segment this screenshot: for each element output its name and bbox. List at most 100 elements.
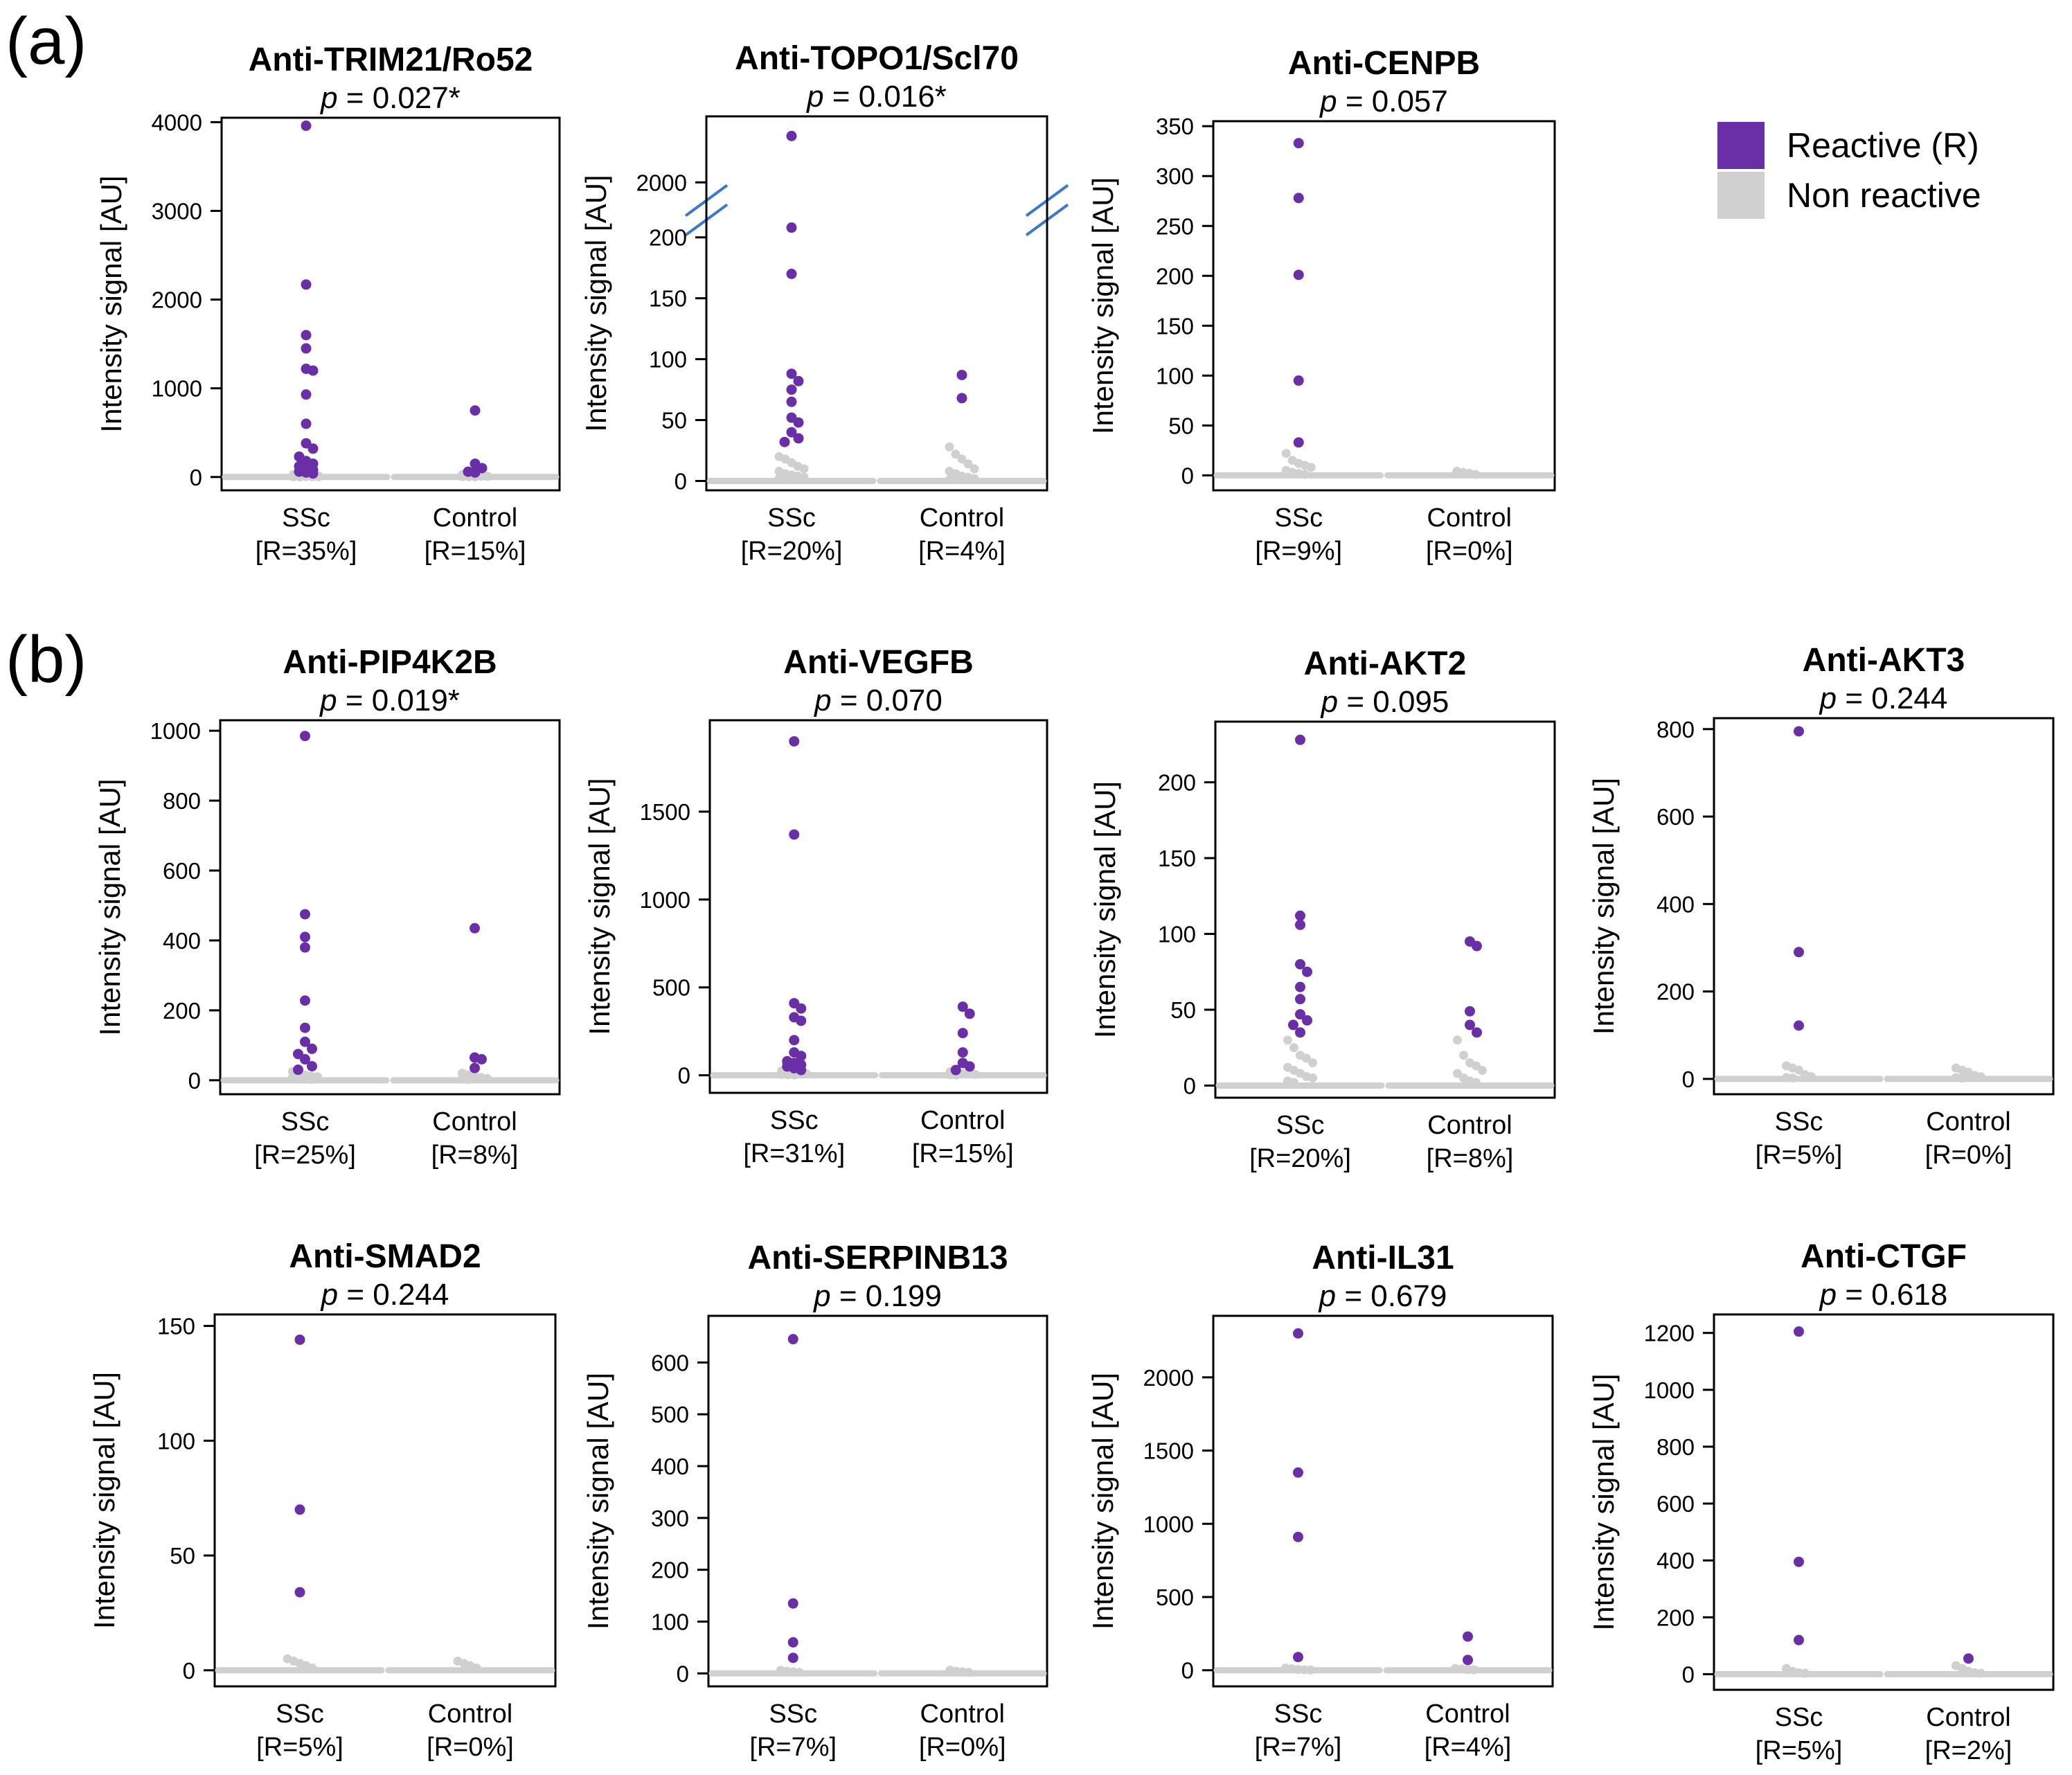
chart-1-group-1-reactive-point-7	[301, 389, 312, 400]
chart-2-group-2-reactive-point-2	[956, 393, 967, 404]
chart-1-group-1-reactive-point-1	[301, 121, 312, 132]
chart-2-group-1-reactive-point-6	[786, 384, 797, 395]
chart-1-group-2-reactive-pct-label: [R=15%]	[425, 537, 526, 566]
chart-9-group-1-reactive-point-1	[787, 1334, 798, 1345]
chart-1-p-symbol: p	[319, 81, 337, 115]
chart-2-group-2-nonreactive-point-11	[945, 475, 954, 485]
chart-3-ytick-label-1: 0	[1181, 463, 1194, 488]
chart-5-group-1-reactive-point-9	[796, 1051, 807, 1062]
legend-label-nonreactive: Non reactive	[1787, 176, 1981, 215]
chart-10-group-1-reactive-point-2	[1293, 1467, 1303, 1478]
chart-1-p-number: = 0.027*	[338, 81, 461, 115]
chart-5-p-value: p = 0.070	[813, 684, 943, 717]
chart-9-p-value: p = 0.199	[812, 1279, 942, 1313]
chart-5-group-1-reactive-point-7	[789, 1035, 800, 1046]
chart-5-group-2-nonreactive-point-5	[970, 1069, 980, 1079]
chart-5-p-symbol: p	[813, 684, 831, 717]
chart-8-group-1-nonreactive-point-5	[307, 1663, 317, 1673]
chart-6-group-1-nonreactive-point-2	[1289, 1043, 1298, 1053]
chart-5-p-number: = 0.070	[832, 684, 943, 717]
chart-9-ylabel: Intensity signal [AU]	[582, 1373, 614, 1630]
legend-item-nonreactive: Non reactive	[1717, 171, 1981, 220]
chart-6-plot-frame	[1214, 720, 1556, 1099]
chart-2-group-1-reactive-point-2	[786, 222, 797, 233]
chart-8-ytick-label-3: 100	[157, 1428, 195, 1454]
legend: Reactive (R) Non reactive	[1717, 121, 1981, 221]
chart-1-group-1-reactive-point-3	[301, 330, 312, 341]
chart-2-group-2-nonreactive-point-2	[951, 449, 961, 459]
chart-6-group-2-nonreactive-point-1	[1453, 1035, 1462, 1045]
chart-8-ytick-label-4: 150	[157, 1314, 195, 1339]
chart-5-group-1-reactive-point-2	[789, 829, 800, 840]
chart-11-group-1-nonreactive-point-4	[1801, 1668, 1810, 1678]
chart-1-group-2-reactive-point-1	[470, 405, 481, 416]
chart-5-group-1-reactive-point-6	[796, 1015, 807, 1026]
legend-label-reactive: Reactive (R)	[1787, 126, 1979, 165]
chart-6-group-1-nonreactive-point-1	[1283, 1035, 1292, 1045]
chart-2-group-1-reactive-point-1	[786, 130, 797, 141]
chart-11-ytick-label-7: 1200	[1644, 1321, 1695, 1346]
chart-6-group-1-reactive-point-4	[1295, 958, 1305, 970]
chart-7-p-number: = 0.244	[1837, 681, 1947, 715]
chart-4-ytick-label-2: 200	[163, 998, 201, 1024]
chart-6-ytick-label-4: 150	[1158, 846, 1196, 871]
chart-4-ytick-label-1: 0	[188, 1068, 201, 1094]
chart-9-ytick-label-7: 600	[651, 1350, 689, 1375]
chart-8-group-2-nonreactive-point-4	[472, 1663, 481, 1673]
chart-3-ytick-label-4: 150	[1156, 313, 1194, 339]
chart-4-title: Anti-PIP4K2B	[283, 644, 497, 681]
chart-2-group-1-reactive-point-9	[793, 417, 804, 428]
chart-7-group-1-reactive-pct-label: [R=5%]	[1756, 1141, 1843, 1170]
chart-6-ytick-label-5: 200	[1158, 770, 1196, 796]
chart-4-group-2-nonreactive-point-5	[483, 1073, 492, 1083]
chart-10-group-2-reactive-point-2	[1463, 1654, 1473, 1666]
chart-2-ytick-label-2: 50	[661, 408, 687, 434]
chart-11-group-1-reactive-point-2	[1794, 1556, 1804, 1567]
chart-3-ytick-label-7: 300	[1156, 163, 1194, 189]
chart-6-group-2-nonreactive-point-9	[1472, 1078, 1481, 1087]
chart-8-ytick-label-1: 0	[183, 1658, 195, 1684]
chart-6-group-1-nonreactive-point-10	[1308, 1073, 1317, 1083]
chart-9-plot-frame	[707, 1314, 1048, 1688]
chart-2-group-2-reactive-pct-label: [R=4%]	[918, 537, 1006, 566]
legend-item-reactive: Reactive (R)	[1717, 121, 1981, 170]
chart-6-group-1-nonreactive-point-12	[1289, 1078, 1298, 1087]
chart-4-group-1-reactive-point-10	[300, 1054, 310, 1065]
chart-7-ytick-label-5: 800	[1656, 717, 1695, 742]
chart-6-group-2-reactive-point-3	[1465, 1006, 1475, 1017]
chart-8-group-1-reactive-pct-label: [R=5%]	[256, 1733, 343, 1762]
chart-3-group-1-reactive-pct-label: [R=9%]	[1255, 537, 1342, 566]
chart-10-p-symbol: p	[1318, 1279, 1336, 1313]
chart-2-group-2-nonreactive-point-3	[957, 454, 967, 464]
chart-1-group-1-reactive-point-10	[307, 443, 319, 454]
chart-9-title: Anti-SERPINB13	[747, 1240, 1008, 1276]
chart-4-group-1-nonreactive-point-9	[307, 1075, 316, 1085]
chart-2-group-1-reactive-point-4	[786, 368, 797, 380]
chart-6-group-1-reactive-point-9	[1302, 1015, 1312, 1026]
chart-4-ytick-label-5: 800	[163, 788, 201, 814]
chart-7-group-1-reactive-point-2	[1794, 947, 1804, 958]
chart-7-group-1-nonreactive-point-3	[1794, 1065, 1803, 1075]
chart-7-title: Anti-AKT3	[1803, 642, 1965, 679]
panel-label-a: (a)	[6, 4, 87, 78]
chart-2-ylabel: Intensity signal [AU]	[580, 175, 612, 431]
chart-1-group-2-reactive-point-5	[470, 467, 481, 478]
chart-11-ytick-label-4: 600	[1656, 1491, 1695, 1517]
chart-9-ytick-label-1: 0	[677, 1661, 689, 1686]
chart-10-ytick-label-1: 0	[1181, 1658, 1194, 1684]
chart-6-group-1-category-label: SSc	[1276, 1111, 1325, 1140]
chart-7-group-2-category-label: Control	[1926, 1107, 2011, 1136]
chart-3-ytick-label-5: 200	[1156, 263, 1194, 289]
chart-4-p-number: = 0.019*	[337, 684, 460, 717]
chart-10-group-1-reactive-pct-label: [R=7%]	[1255, 1733, 1342, 1762]
chart-2-p-number: = 0.016*	[824, 80, 947, 114]
chart-6-p-symbol: p	[1320, 685, 1338, 719]
chart-2-group-1-reactive-point-7	[786, 396, 797, 407]
chart-9-ytick-label-5: 400	[651, 1454, 689, 1479]
chart-5-group-2-category-label: Control	[920, 1106, 1006, 1135]
chart-10-group-1-category-label: SSc	[1274, 1700, 1323, 1729]
chart-10-group-2-reactive-point-1	[1463, 1631, 1473, 1642]
chart-4-ylabel: Intensity signal [AU]	[93, 778, 126, 1035]
